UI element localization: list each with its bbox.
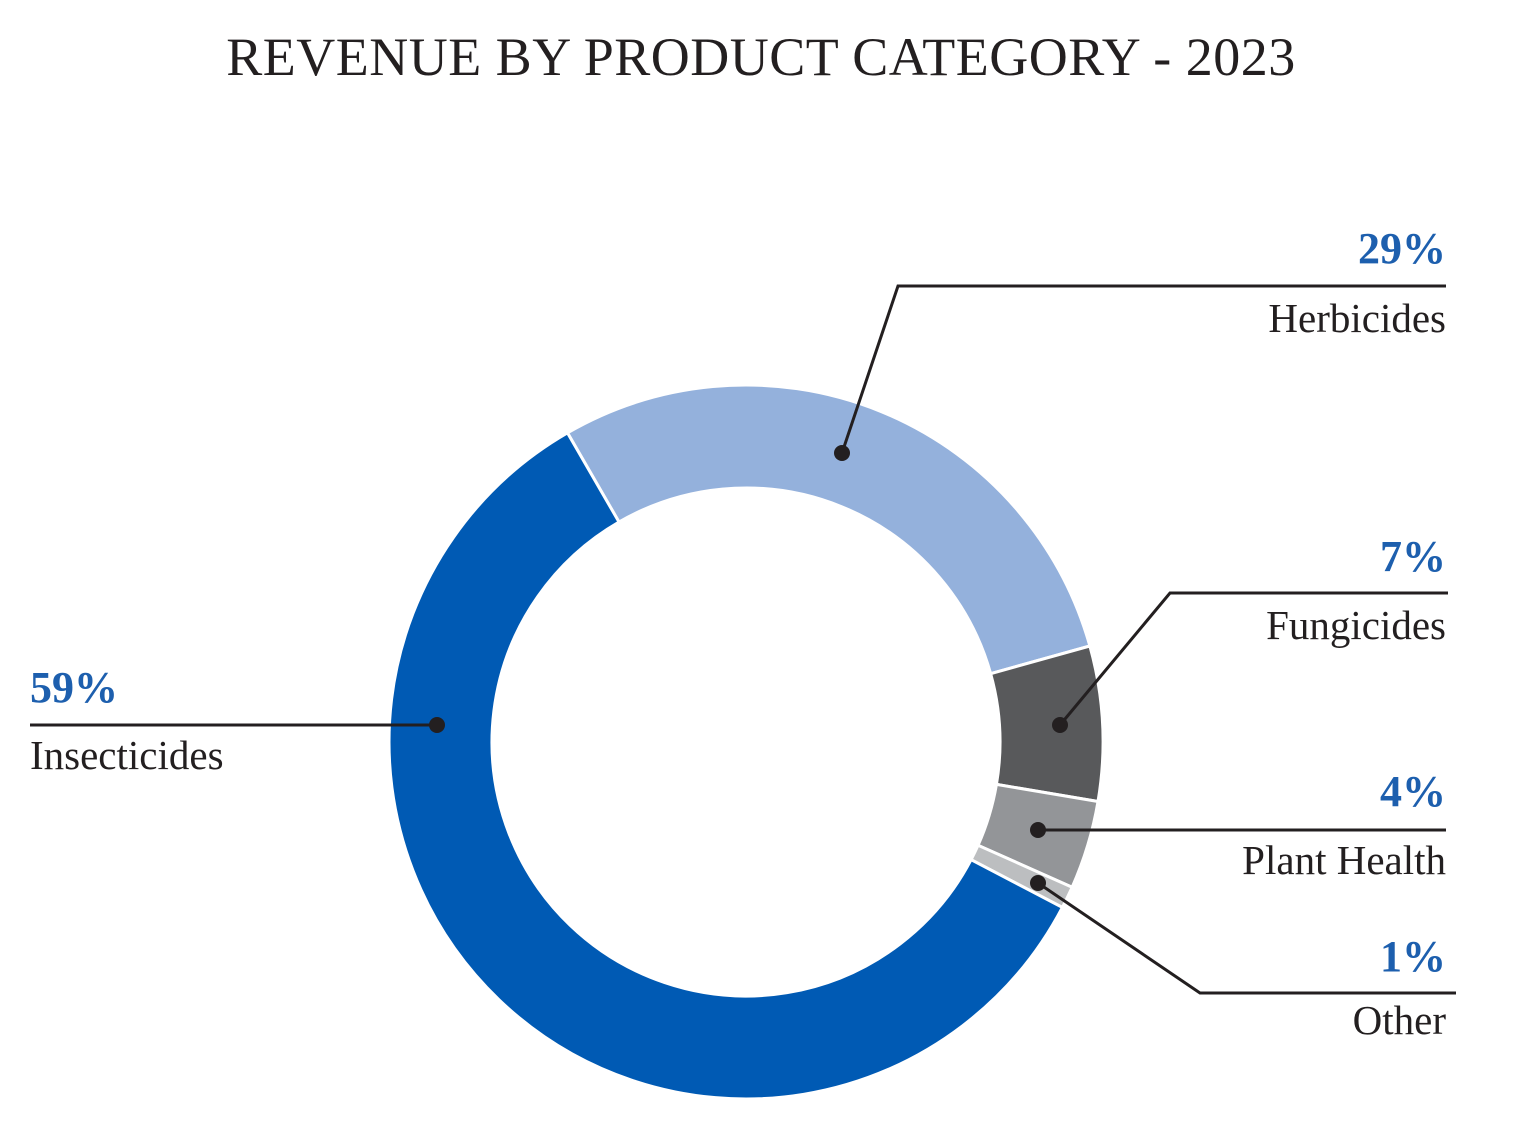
data-label-fungicides: 7% [1380, 532, 1446, 581]
data-label-plant-health: 4% [1380, 767, 1446, 816]
data-label-other: 1% [1380, 932, 1446, 981]
slice-herbicides [565, 383, 1092, 676]
slice-fungicides [988, 644, 1105, 804]
category-label-fungicides: Fungicides [1266, 602, 1446, 648]
leader-dot-other [1030, 875, 1046, 891]
leader-dot-plant-health [1030, 822, 1046, 838]
leader-line-herbicides [840, 284, 1446, 454]
slice-insecticides [387, 430, 1065, 1101]
category-label-herbicides: Herbicides [1268, 295, 1446, 341]
chart-title: REVENUE BY PRODUCT CATEGORY - 2023 [226, 27, 1296, 87]
category-label-plant-health: Plant Health [1242, 837, 1446, 883]
data-label-herbicides: 29% [1358, 224, 1446, 273]
category-label-insecticides: Insecticides [30, 732, 224, 778]
leader-line-other [1037, 881, 1456, 995]
leader-dot-fungicides [1052, 717, 1068, 733]
category-label-other: Other [1353, 997, 1447, 1043]
data-label-insecticides: 59% [30, 663, 118, 712]
leader-dot-herbicides [834, 445, 850, 461]
leader-line-fungicides [1058, 591, 1448, 726]
leader-dot-insecticides [429, 717, 445, 733]
